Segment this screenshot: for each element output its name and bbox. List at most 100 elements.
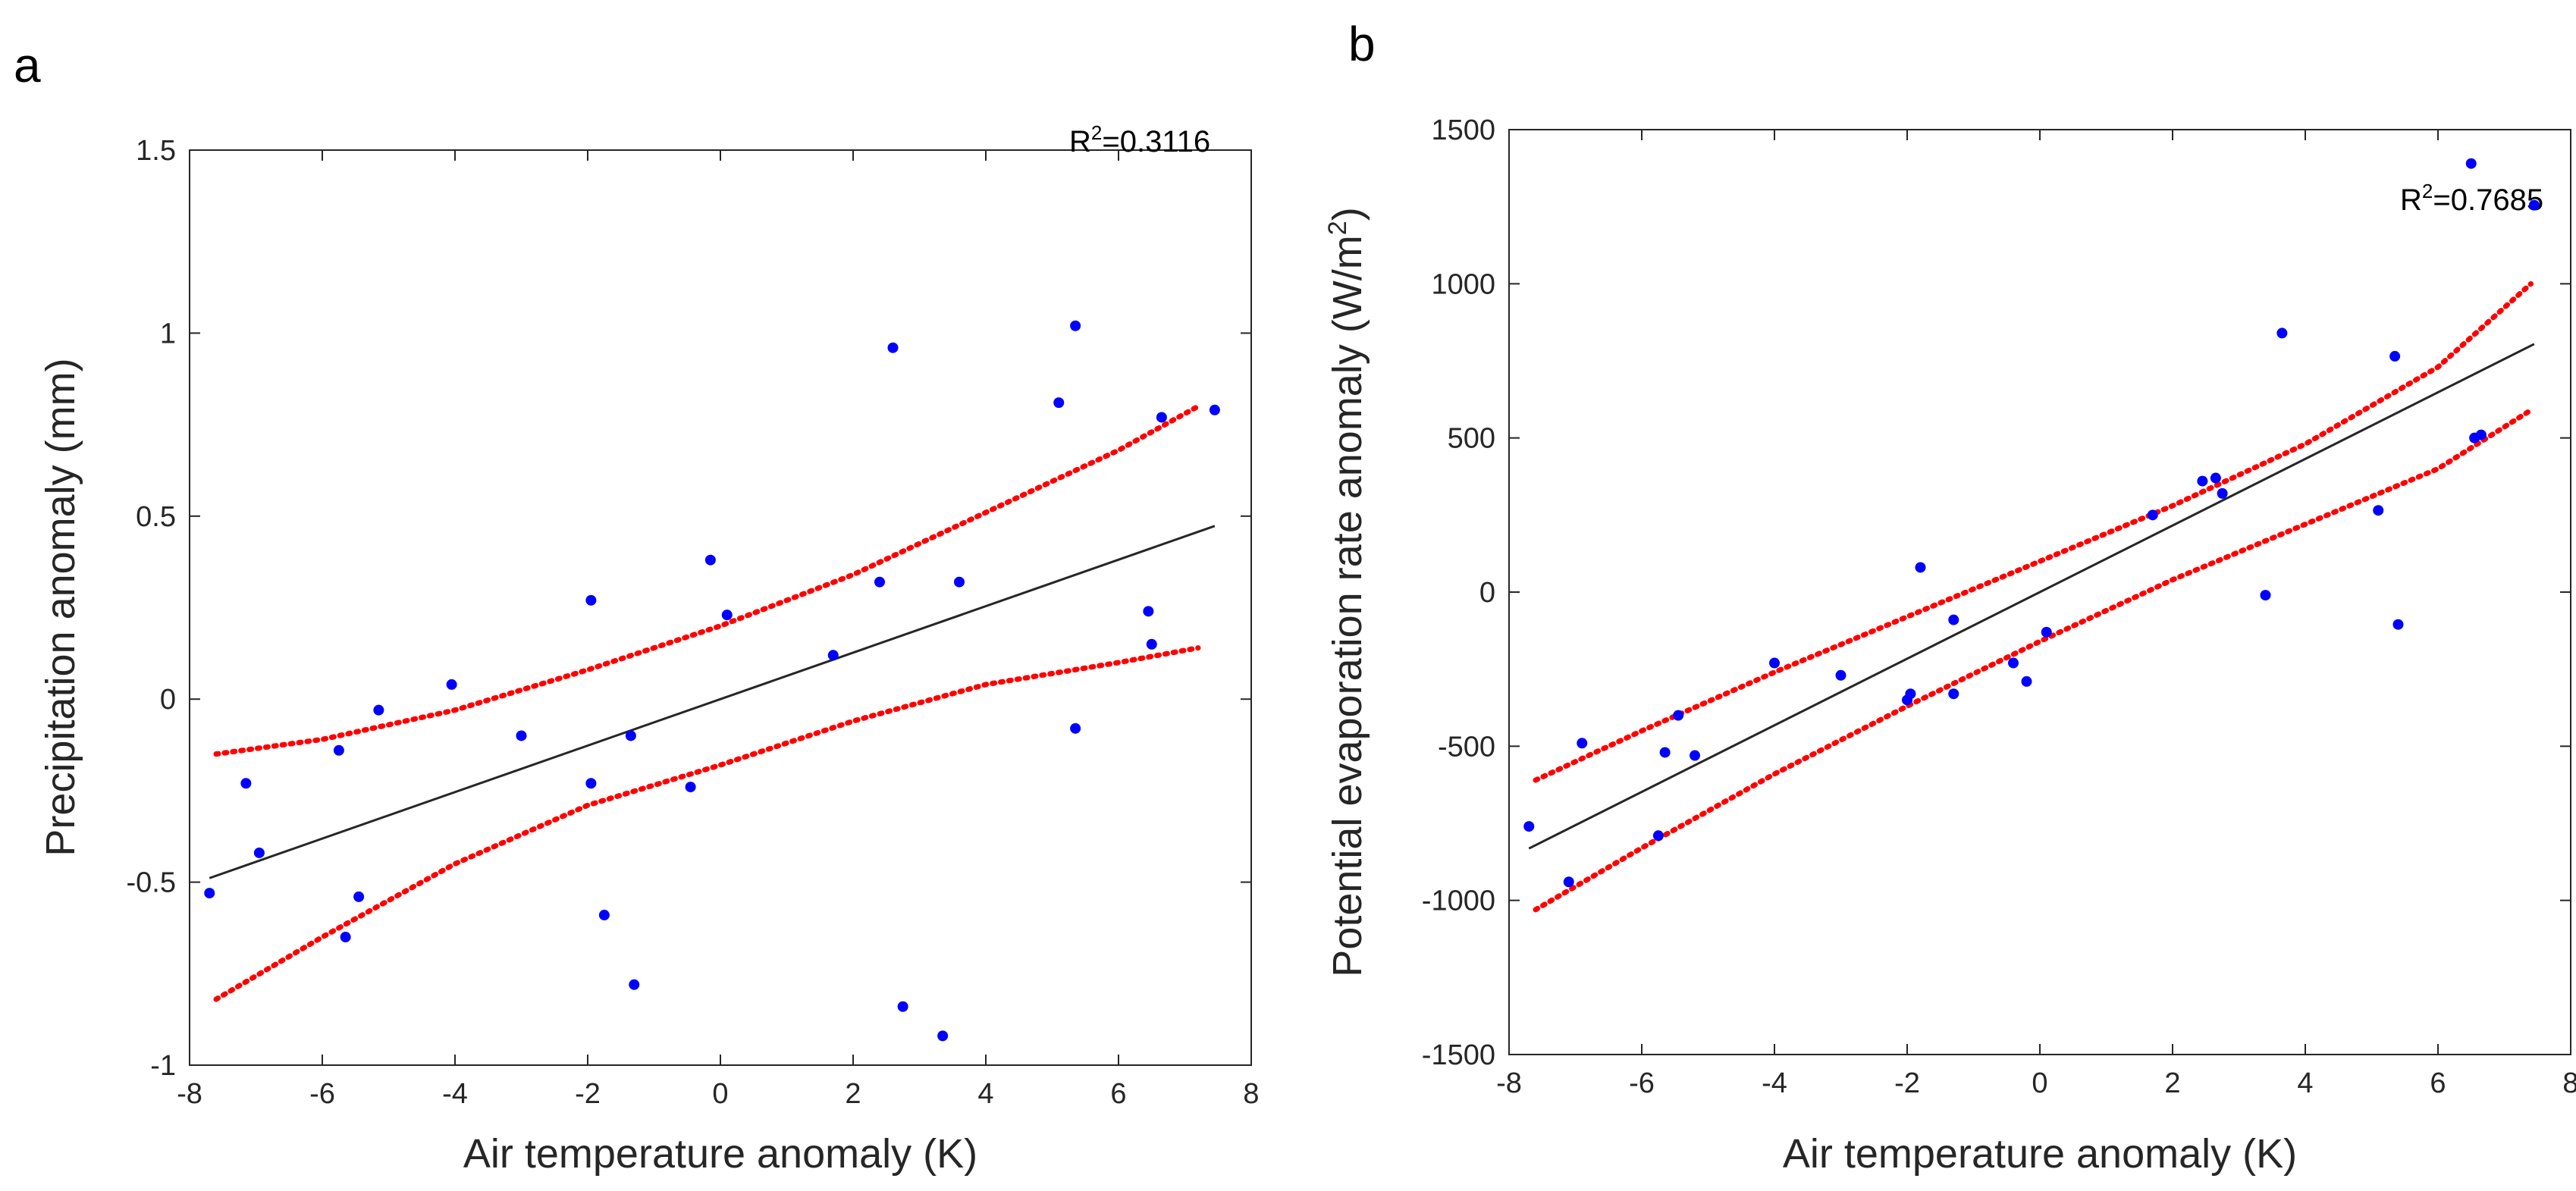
y-tick-label: 1.5 [136,135,176,167]
panel-b-plot-area [1523,158,2540,913]
data-point [721,610,733,621]
data-point [2276,328,2288,339]
x-tick-label: 8 [1243,1078,1259,1110]
y-tick-label: -0.5 [127,867,176,899]
data-point [2475,429,2487,440]
data-point [2210,472,2221,484]
data-point [516,730,527,741]
data-point [1523,821,1535,832]
data-point [2041,626,2052,638]
y-tick-label: -1 [150,1050,176,1082]
data-point [1835,669,1846,681]
data-point [954,576,965,588]
data-point [1143,606,1154,617]
x-tick-label: -2 [575,1078,601,1110]
data-point [2373,505,2384,516]
y-tick-label: 0.5 [136,501,176,533]
data-point [1905,688,1916,700]
data-point [340,932,351,943]
x-tick-label: 0 [2032,1067,2047,1099]
x-tick-label: -4 [1762,1067,1787,1099]
data-point [240,778,252,789]
panel-b-r2-sup: 2 [2422,180,2433,202]
x-tick-label: 6 [2430,1067,2446,1099]
data-point [2197,475,2208,487]
x-tick-label: -6 [309,1078,335,1110]
data-point [1070,722,1081,734]
y-tick-label: 0 [160,684,176,716]
panel-a-x-ticks: -8 -6 -4 -2 0 2 4 6 8 [177,150,1260,1110]
panel-b-x-label: Air temperature anomaly (K) [1783,1131,2297,1177]
data-point [446,679,457,690]
regression-line [209,525,1216,879]
data-point [685,782,696,793]
data-point [1652,830,1664,842]
panel-b-letter: b [1348,17,1376,71]
data-point [2147,509,2158,521]
panel-a-y-label: Precipitation anomaly (mm) [38,358,83,856]
panel-a-x-label: Air temperature anomaly (K) [463,1131,977,1177]
y-tick-label: 0 [1479,577,1495,609]
y-tick-label: 1 [160,318,176,349]
data-point [874,576,885,588]
panel-a-axes-box [189,149,1252,1066]
x-tick-label: 2 [2164,1067,2180,1099]
data-point [1769,657,1780,669]
data-point [585,594,597,606]
x-tick-label: 2 [845,1078,861,1110]
data-point [353,891,365,902]
data-point [704,554,716,566]
x-tick-label: 0 [712,1078,728,1110]
panel-a-y-ticks: -1 -0.5 0 0.5 1 1.5 [127,135,1251,1082]
y-tick-label: 1000 [1431,268,1495,300]
data-point [629,979,640,990]
data-point [204,888,215,899]
x-tick-label: -8 [177,1078,202,1110]
y-tick-label: -1000 [1422,885,1495,917]
panel-a-r2-sup: 2 [1091,121,1102,144]
panel-b-y-label-sup: 2 [1323,221,1352,235]
ci-upper-band [1533,281,2534,783]
panel-a-r2-prefix: R [1069,125,1091,158]
ci-upper-band [213,403,1201,757]
x-tick-label: -8 [1496,1067,1522,1099]
y-tick-label: 500 [1448,423,1495,455]
data-point [1053,397,1065,409]
panel-b-r2-prefix: R [2400,183,2422,217]
data-point [1146,638,1157,650]
ci-lower-band [213,645,1201,1002]
data-point [1563,876,1574,888]
data-point [1948,614,1959,625]
data-point [1915,562,1926,573]
data-point [827,650,839,661]
x-tick-label: -2 [1894,1067,1920,1099]
panel-b-y-label-main: Potential evaporation rate anomaly (W/m [1325,235,1370,976]
panel-a: a -8 -6 -4 -2 0 2 4 6 8 -1 -0.5 0 0.5 1 1.5 Air tempe… [14,38,1260,1177]
data-point [2008,657,2019,669]
data-point [2392,619,2404,630]
panel-b-r2-annotation: R2=0.7685 [2400,180,2543,217]
x-tick-label: -4 [442,1078,468,1110]
data-point [1070,320,1081,331]
data-point [598,910,610,921]
panel-a-letter: a [14,38,41,92]
x-tick-label: 4 [2297,1067,2313,1099]
x-tick-label: -6 [1629,1067,1655,1099]
data-point [2021,675,2032,687]
y-tick-label: 1500 [1431,114,1495,146]
y-tick-label: -1500 [1422,1039,1495,1071]
data-point [253,847,265,858]
data-point [333,744,344,756]
panel-b: b -8 -6 -4 -2 0 2 4 6 8 -1500 -1000 -500 0 500 1000 15… [1323,17,2576,1177]
panel-b-y-ticks: -1500 -1000 -500 0 500 1000 1500 [1422,114,2571,1071]
data-point [2465,158,2477,169]
data-point [2217,487,2228,499]
x-tick-label: 4 [977,1078,993,1110]
data-point [1659,747,1671,758]
panel-a-plot-area [204,320,1220,1042]
data-point [1209,404,1220,415]
data-point [897,1001,908,1012]
data-point [2528,199,2540,211]
x-tick-label: 8 [2562,1067,2576,1099]
panel-b-r2-value: =0.7685 [2433,183,2543,217]
